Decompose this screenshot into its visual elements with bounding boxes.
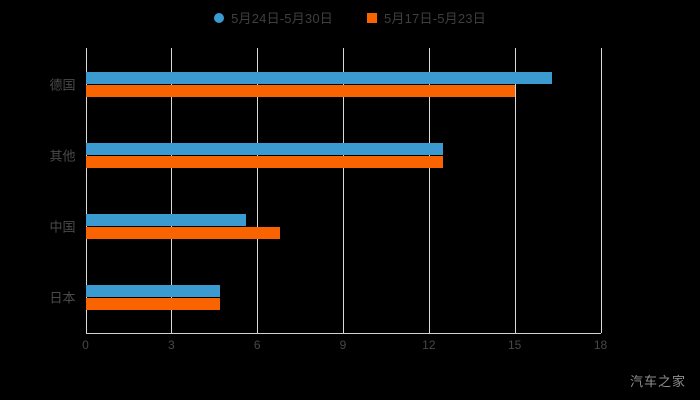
bar-中国-series-0[interactable] [85, 214, 246, 226]
x-tick-label: 15 [507, 338, 522, 352]
gridline-3 [171, 48, 173, 333]
legend-label: 5月24日-5月30日 [231, 11, 333, 26]
y-axis-label: 德国 [49, 77, 76, 93]
category-row: 德国 [49, 48, 601, 119]
gridline-15 [514, 48, 516, 333]
x-tick-label: 9 [339, 338, 347, 352]
bar-日本-series-1[interactable] [85, 298, 220, 311]
bar-中国-series-1[interactable] [85, 227, 281, 239]
gridline-9 [343, 48, 344, 333]
legend-item-1[interactable]: 5月17日-5月23日 [367, 8, 486, 27]
gridline-12 [428, 48, 430, 333]
x-tick-label: 3 [167, 338, 175, 352]
gridline-18 [600, 48, 602, 333]
x-tick-label: 12 [422, 338, 436, 352]
bar-德国-series-0[interactable] [85, 71, 552, 84]
bar-其他-series-1[interactable] [85, 155, 444, 168]
x-tick-label: 0 [82, 338, 89, 352]
bar-其他-series-0[interactable] [85, 142, 444, 155]
y-axis-label: 中国 [49, 219, 76, 235]
category-row: 其他 [49, 119, 601, 190]
legend-swatch-square-icon [367, 12, 377, 23]
category-row: 日本 [49, 262, 601, 333]
plot-area: 德国 其他 中国 日本 [49, 48, 602, 333]
bar-德国-series-1[interactable] [85, 84, 515, 97]
legend-item-0[interactable]: 5月24日-5月30日 [214, 8, 333, 27]
legend-swatch-circle-icon [214, 12, 225, 23]
y-axis-label: 其他 [49, 148, 76, 164]
x-tick-label: 6 [253, 338, 261, 352]
category-row: 中国 [49, 191, 601, 262]
y-axis-label: 日本 [49, 290, 76, 306]
chart-legend: 5月24日-5月30日 5月17日-5月23日 [0, 8, 700, 27]
x-tick-label: 18 [593, 338, 608, 352]
x-axis-line [85, 333, 601, 334]
bar-日本-series-0[interactable] [85, 285, 220, 298]
watermark: 汽车之家 [629, 374, 686, 389]
gridline-0 [85, 48, 87, 333]
gridline-6 [257, 48, 259, 333]
legend-label: 5月17日-5月23日 [384, 11, 486, 26]
